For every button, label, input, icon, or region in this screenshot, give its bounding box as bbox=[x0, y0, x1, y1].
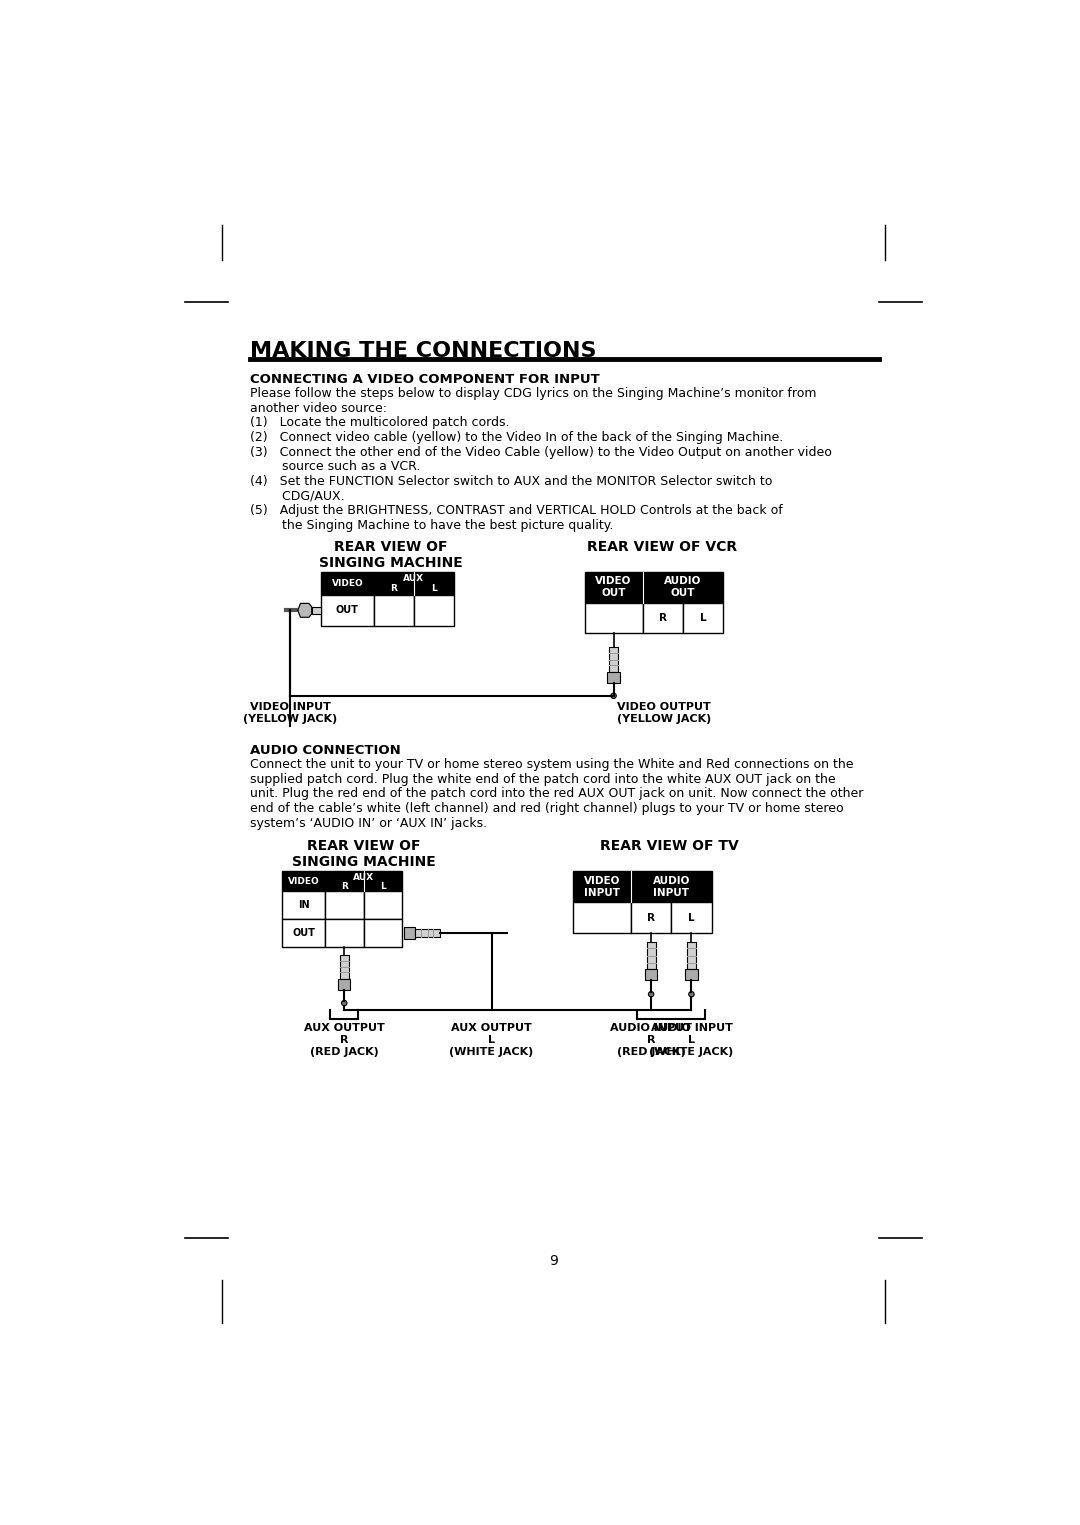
Bar bbox=[325, 920, 364, 947]
Bar bbox=[645, 970, 658, 981]
Text: (5)   Adjust the BRIGHTNESS, CONTRAST and VERTICAL HOLD Controls at the back of: (5) Adjust the BRIGHTNESS, CONTRAST and … bbox=[249, 505, 782, 517]
Circle shape bbox=[611, 694, 617, 698]
Text: AUX: AUX bbox=[353, 872, 374, 881]
Bar bbox=[672, 903, 712, 933]
Polygon shape bbox=[298, 604, 312, 618]
Text: CONNECTING A VIDEO COMPONENT FOR INPUT: CONNECTING A VIDEO COMPONENT FOR INPUT bbox=[249, 374, 599, 386]
Text: CDG/AUX.: CDG/AUX. bbox=[249, 490, 345, 502]
Text: REAR VIEW OF
SINGING MACHINE: REAR VIEW OF SINGING MACHINE bbox=[319, 540, 462, 570]
Bar bbox=[364, 920, 403, 947]
Text: another video source:: another video source: bbox=[249, 401, 387, 415]
Bar bbox=[364, 892, 403, 920]
Bar bbox=[672, 871, 712, 903]
Bar bbox=[415, 929, 440, 936]
Bar bbox=[572, 903, 631, 933]
Text: AUX OUTPUT
R
(RED JACK): AUX OUTPUT R (RED JACK) bbox=[303, 1023, 384, 1057]
Text: L: L bbox=[431, 584, 437, 593]
Bar bbox=[683, 572, 724, 602]
Text: OUT: OUT bbox=[336, 605, 359, 616]
Text: L: L bbox=[380, 881, 386, 891]
Bar bbox=[414, 595, 455, 625]
Text: R: R bbox=[659, 613, 666, 624]
Text: VIDEO: VIDEO bbox=[287, 877, 320, 886]
Bar bbox=[647, 942, 656, 970]
Bar bbox=[282, 871, 325, 892]
Bar bbox=[282, 892, 325, 920]
Bar bbox=[631, 903, 672, 933]
Bar bbox=[609, 647, 618, 673]
Bar bbox=[683, 602, 724, 633]
Text: AUDIO INPUT
R
(RED JACK): AUDIO INPUT R (RED JACK) bbox=[610, 1023, 692, 1057]
Text: (1)   Locate the multicolored patch cords.: (1) Locate the multicolored patch cords. bbox=[249, 416, 509, 430]
Text: VIDEO
OUT: VIDEO OUT bbox=[595, 576, 632, 598]
Bar bbox=[643, 602, 683, 633]
Text: (4)   Set the FUNCTION Selector switch to AUX and the MONITOR Selector switch to: (4) Set the FUNCTION Selector switch to … bbox=[249, 474, 772, 488]
Bar bbox=[321, 572, 374, 595]
Text: AUDIO CONNECTION: AUDIO CONNECTION bbox=[249, 744, 401, 758]
Text: VIDEO INPUT
(YELLOW JACK): VIDEO INPUT (YELLOW JACK) bbox=[243, 702, 337, 723]
Text: IN: IN bbox=[298, 900, 309, 910]
Bar bbox=[312, 607, 321, 615]
Text: R: R bbox=[341, 881, 348, 891]
Text: AUDIO
OUT: AUDIO OUT bbox=[664, 576, 702, 598]
Text: R: R bbox=[390, 584, 397, 593]
Bar bbox=[282, 920, 325, 947]
Bar bbox=[572, 871, 631, 903]
Text: Please follow the steps below to display CDG lyrics on the Singing Machine’s mon: Please follow the steps below to display… bbox=[249, 387, 816, 400]
Text: supplied patch cord. Plug the white end of the patch cord into the white AUX OUT: supplied patch cord. Plug the white end … bbox=[249, 773, 835, 785]
Bar bbox=[339, 955, 349, 979]
Text: source such as a VCR.: source such as a VCR. bbox=[249, 461, 420, 473]
Text: MAKING THE CONNECTIONS: MAKING THE CONNECTIONS bbox=[249, 342, 596, 361]
Bar bbox=[607, 673, 620, 683]
Bar bbox=[584, 572, 643, 602]
Bar bbox=[414, 572, 455, 595]
Text: VIDEO: VIDEO bbox=[332, 580, 363, 589]
Text: L: L bbox=[700, 613, 706, 624]
Bar bbox=[685, 970, 698, 981]
Text: end of the cable’s white (left channel) and red (right channel) plugs to your TV: end of the cable’s white (left channel) … bbox=[249, 802, 843, 814]
Bar bbox=[338, 979, 350, 990]
Bar bbox=[325, 892, 364, 920]
Text: AUDIO
INPUT: AUDIO INPUT bbox=[652, 875, 690, 898]
Text: AUX OUTPUT
L
(WHITE JACK): AUX OUTPUT L (WHITE JACK) bbox=[449, 1023, 534, 1057]
Text: the Singing Machine to have the best picture quality.: the Singing Machine to have the best pic… bbox=[249, 518, 613, 532]
Text: AUX: AUX bbox=[404, 573, 424, 583]
Text: VIDEO OUTPUT
(YELLOW JACK): VIDEO OUTPUT (YELLOW JACK) bbox=[618, 702, 712, 723]
Bar bbox=[374, 572, 414, 595]
Bar bbox=[321, 595, 374, 625]
Text: REAR VIEW OF VCR: REAR VIEW OF VCR bbox=[586, 540, 737, 554]
Text: VIDEO
INPUT: VIDEO INPUT bbox=[584, 875, 620, 898]
Text: REAR VIEW OF
SINGING MACHINE: REAR VIEW OF SINGING MACHINE bbox=[292, 839, 435, 869]
Text: AUDIO INPUT
L
(WHITE JACK): AUDIO INPUT L (WHITE JACK) bbox=[649, 1023, 733, 1057]
Bar bbox=[643, 572, 683, 602]
Text: system’s ‘AUDIO IN’ or ‘AUX IN’ jacks.: system’s ‘AUDIO IN’ or ‘AUX IN’ jacks. bbox=[249, 817, 487, 830]
Circle shape bbox=[341, 1000, 347, 1007]
Bar bbox=[631, 871, 672, 903]
Text: (3)   Connect the other end of the Video Cable (yellow) to the Video Output on a: (3) Connect the other end of the Video C… bbox=[249, 445, 832, 459]
Circle shape bbox=[648, 991, 653, 997]
Text: 9: 9 bbox=[549, 1254, 558, 1267]
Text: (2)   Connect video cable (yellow) to the Video In of the back of the Singing Ma: (2) Connect video cable (yellow) to the … bbox=[249, 432, 783, 444]
Text: OUT: OUT bbox=[292, 929, 315, 938]
Text: REAR VIEW OF TV: REAR VIEW OF TV bbox=[600, 839, 739, 852]
Circle shape bbox=[689, 991, 694, 997]
Bar bbox=[404, 927, 415, 939]
Text: R: R bbox=[647, 912, 656, 923]
Bar bbox=[325, 871, 364, 892]
Bar bbox=[374, 595, 414, 625]
Bar bbox=[687, 942, 697, 970]
Text: Connect the unit to your TV or home stereo system using the White and Red connec: Connect the unit to your TV or home ster… bbox=[249, 758, 853, 772]
Bar bbox=[364, 871, 403, 892]
Text: unit. Plug the red end of the patch cord into the red AUX OUT jack on unit. Now : unit. Plug the red end of the patch cord… bbox=[249, 787, 863, 801]
Bar bbox=[584, 602, 643, 633]
Text: L: L bbox=[688, 912, 694, 923]
